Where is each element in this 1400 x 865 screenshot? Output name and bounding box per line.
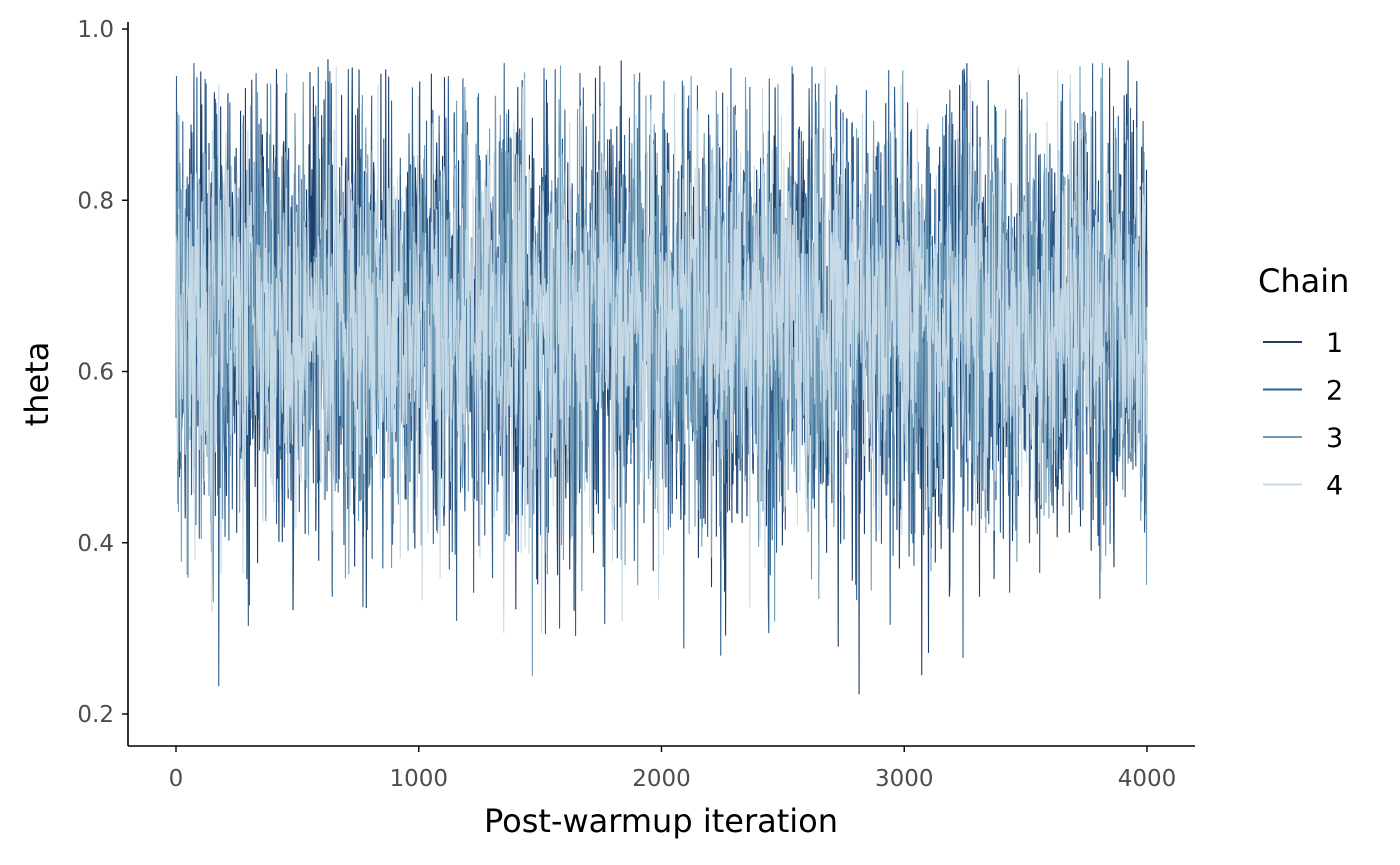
y-tick-label: 0.8	[77, 188, 114, 214]
legend-title: Chain	[1258, 262, 1349, 300]
legend-label-chain-1: 1	[1326, 328, 1343, 359]
series-layer	[175, 59, 1148, 695]
y-tick-label: 0.4	[77, 531, 114, 557]
x-tick-label: 1000	[389, 766, 448, 792]
legend-label-chain-2: 2	[1326, 376, 1343, 407]
x-axis-title: Post-warmup iteration	[484, 802, 838, 840]
legend-label-chain-4: 4	[1326, 471, 1343, 502]
y-axis-ticks: 0.2 0.4 0.6 0.8 1.0	[77, 17, 128, 728]
y-tick-label: 1.0	[77, 17, 114, 43]
legend-label-chain-3: 3	[1326, 423, 1343, 454]
series-line-chain-4	[175, 66, 1148, 634]
y-tick-label: 0.2	[77, 702, 114, 728]
y-axis-title: theta	[18, 342, 56, 427]
x-axis-ticks: 0 1000 2000 3000 4000	[169, 746, 1177, 792]
legend: Chain 1 2 3 4	[1258, 262, 1349, 502]
x-tick-label: 4000	[1118, 766, 1177, 792]
x-tick-label: 2000	[632, 766, 691, 792]
x-tick-label: 3000	[875, 766, 934, 792]
legend-items: 1 2 3 4	[1263, 328, 1343, 502]
x-tick-label: 0	[169, 766, 184, 792]
y-tick-label: 0.6	[77, 360, 114, 386]
